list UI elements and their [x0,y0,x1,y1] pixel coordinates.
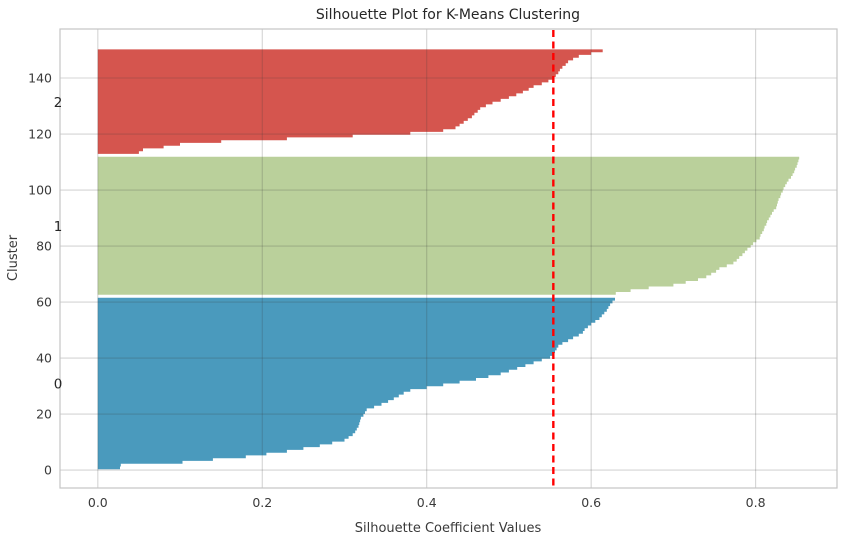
x-tick-label: 0.2 [252,495,272,510]
y-tick-label: 40 [36,351,52,366]
x-tick-label: 0.8 [746,495,766,510]
y-tick-label: 60 [36,295,52,310]
cluster-0-label: 0 [54,377,63,393]
y-tick-label: 100 [28,183,52,198]
x-tick-label: 0.6 [581,495,601,510]
cluster-0-silhouette-area [97,297,616,470]
cluster-1-silhouette-area [97,156,800,295]
y-axis-label: Cluster [6,234,21,281]
cluster-2-silhouette-area [97,49,603,154]
y-tick-label: 20 [36,407,52,422]
y-tick-label: 120 [28,127,52,142]
chart-title: Silhouette Plot for K-Means Clustering [316,7,580,23]
x-axis-label: Silhouette Coefficient Values [355,521,542,536]
y-tick-label: 0 [44,463,52,478]
y-tick-label: 80 [36,239,52,254]
plot-border [59,28,838,489]
y-tick-label: 140 [28,71,52,86]
cluster-2-label: 2 [54,95,63,111]
x-tick-label: 0.0 [88,495,108,510]
x-tick-label: 0.4 [417,495,437,510]
cluster-1-label: 1 [54,219,63,235]
